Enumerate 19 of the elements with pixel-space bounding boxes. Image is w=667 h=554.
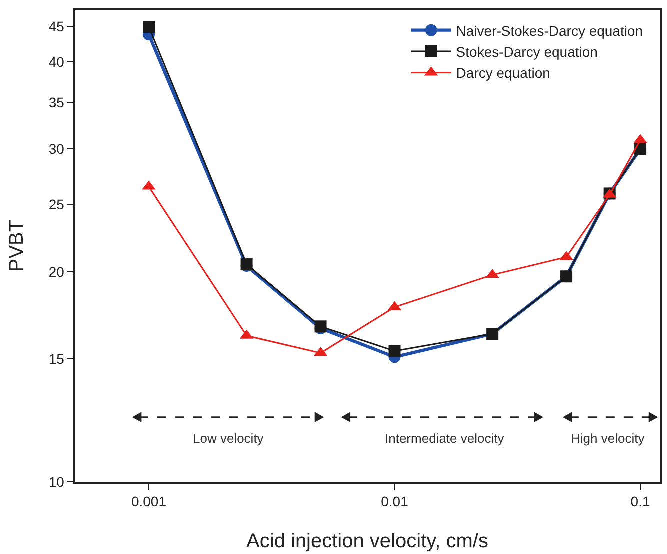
y-axis-title: PVBT <box>6 220 28 272</box>
annotation: Low velocity <box>193 431 264 446</box>
annotation: High velocity <box>571 431 646 446</box>
y-tick-label: 10 <box>48 474 65 490</box>
y-tick-label: 45 <box>48 18 65 34</box>
legend-label: Naiver-Stokes-Darcy equation <box>456 22 644 39</box>
y-tick-label: 25 <box>48 196 65 212</box>
legend-label: Darcy equation <box>456 65 550 82</box>
y-tick-label: 20 <box>48 264 65 280</box>
x-axis-title: Acid injection velocity, cm/s <box>246 530 488 553</box>
y-tick-label: 30 <box>48 141 65 158</box>
x-tick-label: 0.01 <box>381 494 409 510</box>
y-tick-label: 35 <box>48 94 65 110</box>
y-tick-label: 40 <box>48 54 65 70</box>
x-tick-label: 0.001 <box>131 494 167 510</box>
legend-label: Stokes-Darcy equation <box>456 44 598 60</box>
annotation: Intermediate velocity <box>385 431 505 446</box>
y-tick-label: 15 <box>48 351 65 368</box>
x-tick-label: 0.1 <box>630 494 650 510</box>
